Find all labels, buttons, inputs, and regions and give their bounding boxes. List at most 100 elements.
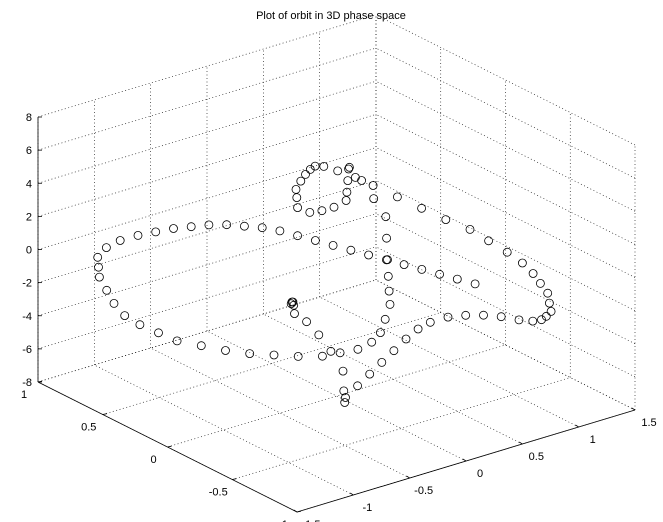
orbit-point xyxy=(528,269,538,278)
grid-line-backwall-z xyxy=(37,47,377,151)
z-tick-label: 8 xyxy=(26,112,32,124)
orbit-point xyxy=(401,334,411,344)
z-tick-label: -8 xyxy=(22,377,32,389)
orbit-point xyxy=(109,298,119,308)
orbit-point xyxy=(302,317,312,327)
grid-line-sidewall-z xyxy=(375,180,636,311)
orbit-point xyxy=(546,306,556,316)
z-tick-label: 6 xyxy=(26,145,32,157)
x-tick-mark xyxy=(575,424,579,428)
orbit-point xyxy=(353,381,363,391)
grid-line-backwall-z xyxy=(37,180,377,283)
orbit-point xyxy=(286,299,296,309)
orbit-point xyxy=(222,220,232,230)
x-tick-label: -1.5 xyxy=(302,519,321,522)
orbit-point xyxy=(338,366,348,376)
orbit-point xyxy=(94,262,103,272)
grid-line-backwall-z xyxy=(37,147,377,250)
orbit-point xyxy=(102,243,111,253)
orbit-point xyxy=(425,317,435,327)
x-tick-mark xyxy=(349,492,354,496)
orbit-point xyxy=(135,320,145,330)
z-tick-label: 0 xyxy=(26,245,32,257)
z-tick-label: -4 xyxy=(22,311,32,323)
orbit-point xyxy=(314,330,324,340)
orbit-point xyxy=(102,285,112,295)
y-tick-label: 1 xyxy=(21,389,27,401)
orbit-point xyxy=(369,194,379,204)
orbit-point xyxy=(346,245,356,255)
orbit-point xyxy=(115,236,125,245)
orbit-point xyxy=(310,161,320,171)
orbit-point xyxy=(375,328,385,338)
grid-line-backwall-z xyxy=(37,80,377,184)
grid-line-backwall-z xyxy=(37,279,377,383)
orbit-point xyxy=(384,286,394,296)
x-tick-mark xyxy=(518,441,523,445)
orbit-point xyxy=(317,206,327,216)
orbit-point xyxy=(296,176,306,186)
x-tick-label: -0.5 xyxy=(414,485,433,497)
orbit-point xyxy=(399,260,409,270)
orbit-point xyxy=(514,315,524,325)
orbit-point xyxy=(154,328,163,338)
x-tick-mark xyxy=(293,509,298,513)
y-tick-label: -0.5 xyxy=(209,487,228,499)
y-tick-label: -1 xyxy=(278,519,288,522)
orbit-point xyxy=(536,278,545,288)
orbit-point xyxy=(452,274,462,284)
orbit-point xyxy=(275,226,285,236)
y-tick-mark xyxy=(102,413,107,415)
orbit-point xyxy=(484,236,494,246)
z-tick-label: -2 xyxy=(22,278,32,290)
orbit-point xyxy=(317,351,327,361)
orbit-point xyxy=(344,162,354,172)
x-tick-mark xyxy=(462,458,467,462)
orbit-point xyxy=(365,369,375,379)
orbit-point xyxy=(381,212,391,222)
orbit-point xyxy=(245,349,255,359)
orbit-point xyxy=(301,169,310,179)
orbit-point xyxy=(196,341,206,351)
orbit-point xyxy=(328,240,338,250)
orbit-point xyxy=(541,311,551,321)
orbit-point xyxy=(353,344,363,354)
orbit-point xyxy=(470,279,480,289)
orbit-points xyxy=(93,161,556,407)
orbit-point xyxy=(528,316,538,326)
orbit-point xyxy=(340,398,350,407)
grid-line-sidewall-z xyxy=(375,14,636,146)
orbit-point xyxy=(435,269,445,279)
x-tick-label: 1.5 xyxy=(641,417,656,429)
orbit-point xyxy=(293,203,303,213)
orbit-point xyxy=(441,215,451,225)
orbit-point xyxy=(383,271,393,281)
orbit-point xyxy=(292,193,302,203)
grid-line-floor-y xyxy=(232,377,571,480)
orbit-point xyxy=(545,298,554,308)
orbit-point xyxy=(357,176,367,185)
x-tick-mark xyxy=(631,407,636,411)
orbit-point xyxy=(496,312,506,322)
orbit-point xyxy=(239,221,249,231)
orbit-point xyxy=(293,351,303,361)
orbit-point xyxy=(392,192,402,202)
orbit-point xyxy=(383,255,392,265)
tick-labels: -8 -6 -4 -2 0 2 4 6 8 -1.5 -1 -0.5 0 0.5 1 1.5 -1 -0.5 0 0.… xyxy=(21,112,657,522)
z-tick-label: -6 xyxy=(22,344,32,356)
orbit-point xyxy=(339,386,349,396)
orbit-point xyxy=(269,350,279,360)
orbit-point xyxy=(151,227,161,237)
orbit-point xyxy=(389,346,399,356)
grid-line-floor-x xyxy=(150,347,410,479)
grid-line-sidewall-z xyxy=(375,213,636,345)
orbit-point xyxy=(341,393,350,402)
orbit-point xyxy=(350,172,360,182)
orbit-point xyxy=(305,207,315,217)
orbit-point xyxy=(341,196,351,205)
orbit-point xyxy=(172,336,182,346)
orbit-point xyxy=(543,288,553,298)
grid-line-sidewall-z xyxy=(375,80,636,212)
z-tick-label: 4 xyxy=(26,178,32,190)
